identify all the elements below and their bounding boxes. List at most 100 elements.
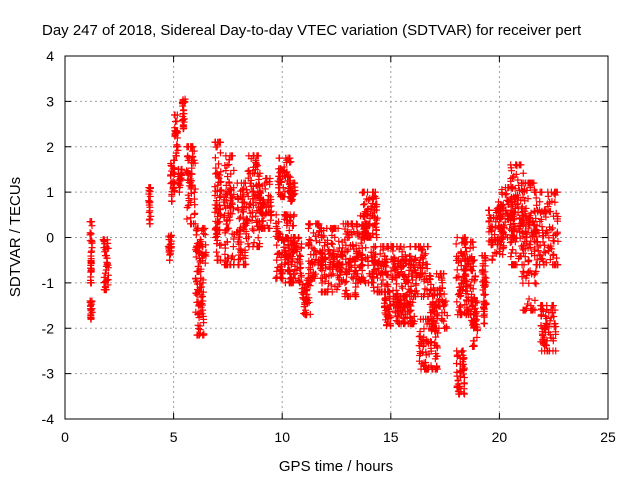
data-point xyxy=(503,190,511,198)
data-point xyxy=(212,230,220,238)
data-point xyxy=(470,342,478,350)
data-point xyxy=(361,200,369,208)
data-point xyxy=(211,208,219,216)
data-point xyxy=(342,260,350,268)
data-point xyxy=(237,213,245,221)
data-point xyxy=(452,274,460,282)
data-point xyxy=(325,246,333,254)
data-point xyxy=(495,234,503,241)
data-point xyxy=(167,161,175,169)
data-segment-seg-6.2h xyxy=(191,274,208,339)
data-point xyxy=(305,281,313,289)
data-point xyxy=(237,187,245,195)
data-point xyxy=(525,279,533,287)
data-point xyxy=(166,256,174,264)
data-point xyxy=(488,226,496,234)
data-point xyxy=(541,341,549,349)
data-point xyxy=(371,259,379,267)
data-point xyxy=(286,237,294,245)
data-point xyxy=(533,206,541,214)
data-point xyxy=(374,288,382,296)
data-point xyxy=(426,275,434,283)
data-point xyxy=(430,318,438,326)
data-point xyxy=(519,169,527,177)
data-point xyxy=(194,310,202,318)
data-point xyxy=(532,238,540,246)
data-point xyxy=(196,326,204,334)
data-point xyxy=(169,168,177,176)
data-segment-seg-16.7h xyxy=(415,315,442,373)
data-point xyxy=(526,212,534,220)
data-point xyxy=(397,268,405,276)
data-point xyxy=(427,344,435,352)
data-point xyxy=(481,252,489,260)
y-tick-label: -3 xyxy=(42,366,55,382)
data-point xyxy=(432,350,440,358)
data-point xyxy=(255,190,263,198)
data-point xyxy=(305,270,313,278)
data-point xyxy=(549,237,557,245)
data-point xyxy=(252,212,260,220)
data-point xyxy=(221,196,229,204)
data-point xyxy=(553,188,561,196)
data-point xyxy=(373,270,381,278)
data-point xyxy=(500,223,508,231)
data-point xyxy=(526,241,534,249)
data-point xyxy=(436,291,444,299)
data-point xyxy=(473,327,481,335)
data-point xyxy=(463,283,471,291)
data-point xyxy=(240,184,248,192)
data-point xyxy=(549,261,557,269)
data-segment-seg-10.1h-a xyxy=(274,154,295,201)
data-point xyxy=(357,254,365,262)
data-point xyxy=(369,199,377,207)
data-point xyxy=(183,167,191,175)
data-point xyxy=(196,248,204,256)
data-point xyxy=(415,342,423,350)
data-point xyxy=(506,239,514,247)
data-point xyxy=(381,259,389,267)
data-point xyxy=(297,273,305,281)
data-point xyxy=(304,224,312,232)
data-point xyxy=(330,254,338,262)
data-point xyxy=(145,208,153,216)
data-segment-seg-5.3h xyxy=(174,165,186,196)
data-point xyxy=(500,242,508,250)
data-point xyxy=(303,280,311,288)
data-point xyxy=(179,110,187,118)
data-point xyxy=(279,166,287,174)
data-point xyxy=(386,320,394,328)
data-point xyxy=(222,204,230,212)
data-point xyxy=(454,377,462,385)
data-point xyxy=(87,300,95,308)
data-point xyxy=(327,271,335,279)
data-point xyxy=(223,226,231,234)
data-point xyxy=(317,274,325,282)
data-point xyxy=(366,194,374,202)
data-point xyxy=(225,187,233,195)
data-point xyxy=(145,190,153,198)
data-point xyxy=(216,149,224,157)
data-point xyxy=(461,250,469,258)
data-point xyxy=(195,314,203,322)
data-point xyxy=(319,264,327,272)
data-point xyxy=(230,235,238,243)
data-point xyxy=(419,343,427,351)
data-point xyxy=(407,302,415,310)
data-point xyxy=(199,306,207,314)
data-point xyxy=(552,347,560,355)
data-point xyxy=(538,207,546,215)
data-point xyxy=(540,248,548,256)
data-point xyxy=(87,279,95,287)
data-point xyxy=(397,258,405,266)
data-point xyxy=(393,280,401,288)
data-point xyxy=(471,320,479,328)
data-point xyxy=(507,177,515,185)
data-point xyxy=(546,256,554,264)
data-point xyxy=(533,256,541,264)
data-point xyxy=(359,261,367,269)
data-point xyxy=(213,188,221,196)
data-point xyxy=(88,247,96,255)
data-point xyxy=(472,297,480,305)
data-point xyxy=(224,173,232,181)
